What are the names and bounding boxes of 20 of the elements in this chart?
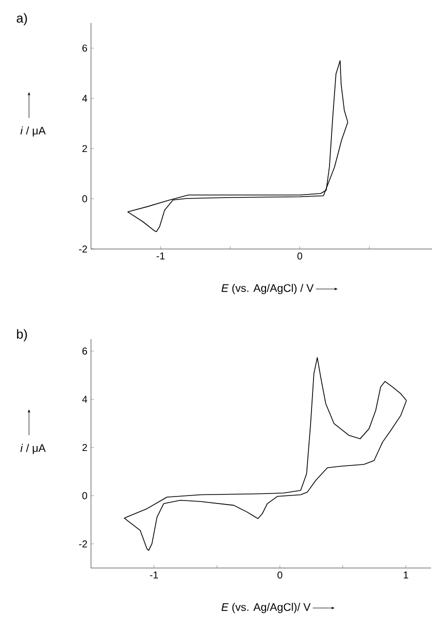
y-axis-title: i / μA xyxy=(20,444,46,454)
y-tick-label: 0 xyxy=(82,195,88,202)
y-tick-label: -2 xyxy=(79,246,87,252)
chart-title: b) xyxy=(17,329,27,342)
x-tick-label: 0 xyxy=(278,572,282,579)
y-tick-label: 2 xyxy=(82,444,87,451)
y-tick-label: 4 xyxy=(82,94,88,102)
x-tick-label: 1 xyxy=(404,572,408,578)
y-tick-label: 6 xyxy=(82,348,88,355)
y-tick-label: 2 xyxy=(82,145,87,152)
chart-title: a) xyxy=(16,13,27,26)
x-tick-label: -1 xyxy=(150,572,158,578)
y-axis-title: i / μA xyxy=(20,126,46,136)
x-tick-label: -1 xyxy=(156,252,165,260)
y-tick-label: -2 xyxy=(79,540,87,548)
x-axis-title: E (vs. Ag/AgCl) / V xyxy=(222,284,314,294)
y-tick-label: 6 xyxy=(82,44,88,52)
y-tick-label: 0 xyxy=(82,492,88,500)
y-tick-label: 4 xyxy=(82,396,88,403)
x-axis-title: E (vs. Ag/AgCl)/ V xyxy=(222,602,311,614)
